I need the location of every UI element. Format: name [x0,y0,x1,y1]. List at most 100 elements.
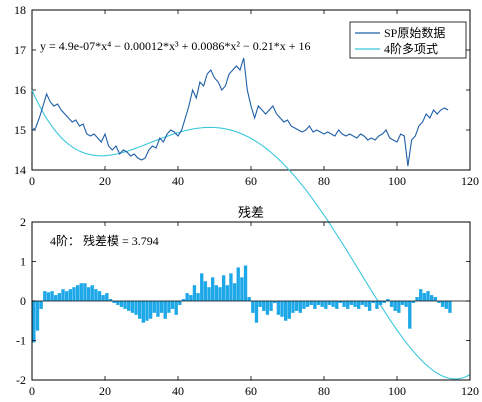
residual-bar [61,289,65,301]
residual-bar [298,301,302,313]
residual-bar [262,301,266,311]
x-tick-label: 0 [29,174,35,188]
y-tick-label: 15 [14,123,26,137]
residual-bar [258,301,262,307]
residual-bar [378,301,383,305]
residual-bar [218,287,222,301]
y-tick-label: 18 [14,3,26,17]
residual-bar [229,273,233,301]
residual-bar [207,287,211,301]
residual-bar [287,301,292,319]
residual-bar [211,277,215,301]
residual-bar [280,301,284,317]
residual-plot-frame [31,221,471,381]
residual-bar [108,299,113,301]
residual-bar [232,283,237,301]
residual-bar [130,301,135,313]
legend-box [349,21,467,59]
y-tick-label: -1 [16,334,26,348]
residual-bar [167,301,171,313]
residual-bar [116,301,120,305]
residual-bar [178,301,182,305]
residual-bar [426,291,430,302]
x-tick-label: 120 [461,384,479,398]
y-tick-label: -2 [16,373,26,387]
residual-bar [65,291,69,302]
residual-bar [400,301,405,305]
residual-bar [163,301,167,319]
residual-bar [97,291,102,302]
residual-bar [105,293,109,301]
residual-bar [419,289,423,301]
residual-bar [181,299,186,301]
residual-bar [367,301,372,311]
residual-bar [309,301,313,305]
residual-bar [254,301,259,323]
residual-bar [346,301,350,309]
residual-plot: 残差 -2 -1 0 1 2 0 20 40 60 80 100 120 4阶： 残差模 = 3.7… [16,205,479,398]
x-tick-label: 80 [318,384,330,398]
residual-bar [243,265,248,301]
residual-bar [138,301,142,319]
residual-bar [382,301,386,303]
residual-bar [86,287,91,301]
x-tick-label: 100 [388,384,406,398]
y-tick-label: 2 [20,215,26,229]
residual-bar [225,285,229,301]
residual-bar [145,301,149,321]
residual-bar [364,301,368,307]
residual-bar [251,301,255,313]
residual-bar [444,301,448,309]
legend-label-fit: 4阶多项式 [384,42,438,56]
residual-bars [32,265,452,343]
fit-plot-y-ticks: 14 15 16 17 18 [14,3,470,177]
residual-bar [324,301,328,309]
residual-bar [83,283,87,301]
residual-bar [335,301,339,309]
residual-bar [57,293,62,301]
x-tick-label: 0 [29,384,35,398]
x-tick-label: 40 [172,174,184,188]
y-tick-label: 1 [20,255,26,269]
residual-bar [46,292,51,301]
residual-bar [320,301,324,307]
residual-bar [141,301,146,323]
legend-label-raw: SP原始数据 [384,25,445,40]
residual-bar [313,301,317,309]
polynomial-fit-line [31,89,471,380]
residual-bar [276,301,281,315]
residual-bar [291,301,295,313]
residual-norm-annotation: 4阶： 残差模 = 3.794 [50,234,159,248]
residual-bar [174,301,178,315]
residual-bar [411,301,416,303]
x-tick-label: 20 [99,174,111,188]
residual-bar [305,301,310,307]
residual-bar [247,297,251,301]
residual-bar [68,289,73,301]
residual-bar [269,301,273,311]
residual-plot-title: 残差 [238,205,264,220]
residual-bar [349,301,354,305]
residual-bar [386,299,390,301]
residual-bar [316,301,321,305]
x-tick-label: 60 [245,384,257,398]
residual-bar [430,295,434,301]
residual-bar [357,301,361,309]
residual-bar [123,301,127,309]
residual-bar [389,301,394,307]
x-tick-label: 40 [172,384,184,398]
residual-bar [156,301,160,317]
y-tick-label: 0 [20,294,26,308]
fit-equation-annotation: y = 4.9e-07*x⁴ − 0.00012*x³ + 0.0086*x² … [40,39,311,53]
residual-bar [440,301,445,307]
residual-bar [75,285,80,301]
residual-bar [221,275,226,301]
residual-bar [393,301,397,311]
residual-bar [415,297,419,301]
residual-bar [422,293,427,301]
residual-bar [79,283,83,301]
residual-bar [327,301,332,305]
residual-bar [159,301,164,313]
